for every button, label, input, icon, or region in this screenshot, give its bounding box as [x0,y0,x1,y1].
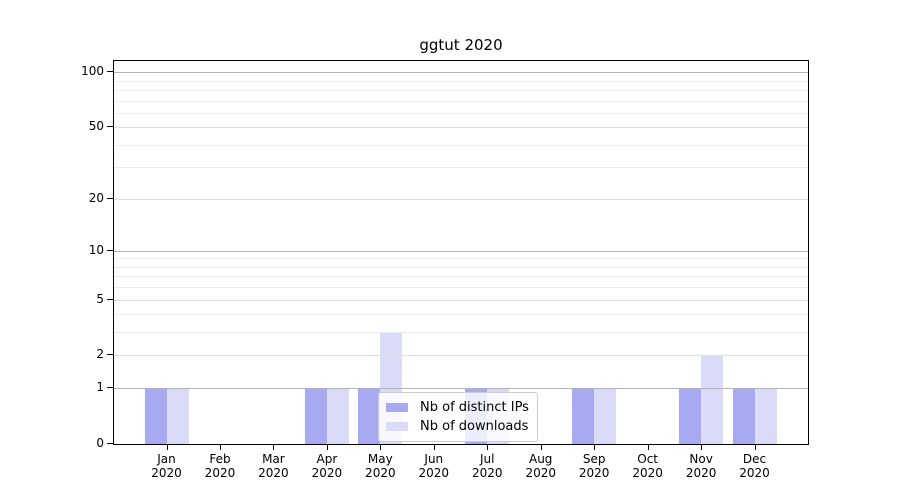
minor-gridline [114,145,808,146]
y-tick-label: 0 [96,436,104,450]
y-tick-label: 100 [81,64,104,78]
minor-gridline [114,90,808,91]
legend-label: Nb of downloads [420,418,529,434]
bar-downloads [754,388,777,444]
bar-distinct-ips [732,388,755,444]
legend-item: Nb of distinct IPs [386,398,529,416]
x-axis-tick [487,445,489,450]
minor-gridline [114,81,808,82]
plot-area [113,60,809,445]
y-axis-tick [107,250,113,251]
mid-gridline [114,127,808,128]
x-tick-label: Sep 2020 [578,452,610,480]
minor-gridline [114,113,808,114]
x-axis-tick [594,445,596,450]
x-tick-label: Oct 2020 [632,452,663,480]
mid-gridline [114,300,808,301]
legend-label: Nb of distinct IPs [420,399,529,415]
x-tick-label: Apr 2020 [311,452,343,480]
y-tick-label: 10 [88,243,104,257]
x-tick-label: Aug 2020 [525,452,556,480]
x-tick-label: Jun 2020 [418,452,450,480]
y-tick-label: 5 [96,292,104,306]
minor-gridline [114,267,808,268]
legend-swatch-distinct-ips [386,402,408,412]
x-tick-label: Mar 2020 [258,452,289,480]
mid-gridline [114,199,808,200]
x-axis-tick [380,445,382,450]
bar-distinct-ips [358,388,381,444]
x-tick-label: Dec 2020 [739,452,770,480]
y-tick-label: 1 [96,380,104,394]
minor-gridline [114,167,808,168]
legend-swatch-downloads [386,421,408,431]
y-tick-label: 20 [88,191,104,205]
bar-downloads [166,388,189,444]
y-axis-tick [107,299,113,300]
major-gridline [114,388,808,389]
y-tick-label: 2 [96,347,104,361]
x-tick-label: Nov 2020 [685,452,717,480]
x-axis-tick [273,445,275,450]
x-axis-tick [326,445,328,450]
x-axis-tick [219,445,221,450]
x-tick-label: Jul 2020 [471,452,503,480]
bar-distinct-ips [304,388,327,444]
x-tick-label: May 2020 [365,452,396,480]
x-axis-tick [754,445,756,450]
x-tick-label: Jan 2020 [151,452,182,480]
y-axis-tick [107,71,113,72]
minor-gridline [114,314,808,315]
legend-item: Nb of downloads [386,417,529,435]
minor-gridline [114,276,808,277]
y-axis-tick [107,354,113,355]
major-gridline [114,72,808,73]
x-axis-tick [540,445,542,450]
y-axis-tick [107,443,113,444]
chart-title: ggtut 2020 [419,36,503,54]
legend: Nb of distinct IPs Nb of downloads [378,392,538,442]
bar-distinct-ips [144,388,167,444]
bar-downloads [594,388,617,444]
bar-downloads [701,355,724,444]
mid-gridline [114,355,808,356]
x-axis-tick [433,445,435,450]
x-axis-tick [647,445,649,450]
y-axis-tick [107,126,113,127]
minor-gridline [114,332,808,333]
major-gridline [114,251,808,252]
y-tick-label: 50 [88,119,104,133]
minor-gridline [114,258,808,259]
x-axis-tick [701,445,703,450]
x-tick-label: Feb 2020 [204,452,236,480]
y-axis-tick [107,198,113,199]
x-axis-tick [166,445,168,450]
bar-distinct-ips [679,388,702,444]
bar-distinct-ips [572,388,595,444]
minor-gridline [114,101,808,102]
bar-downloads [326,388,349,444]
minor-gridline [114,287,808,288]
y-axis-tick [107,387,113,388]
